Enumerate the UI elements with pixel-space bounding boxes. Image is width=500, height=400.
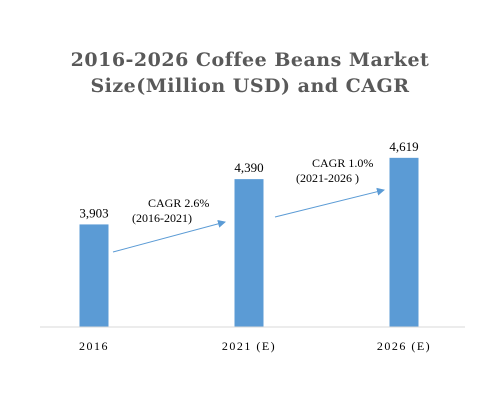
cagr-arrow-2021-2026	[274, 187, 385, 218]
chart-title-line-1: 2016-2026 Coffee Beans Market	[70, 49, 430, 71]
bar-0	[79, 224, 109, 327]
x-tick-label-2: 2026 (E)	[377, 339, 431, 353]
cagr-annotation-1-label: CAGR 2.6%	[148, 196, 209, 210]
cagr-annotation-2-period: (2021-2026 )	[296, 171, 359, 185]
bar-value-label-0: 3,903	[79, 205, 108, 220]
bar-value-label-1: 4,390	[234, 160, 263, 175]
bar-2	[389, 157, 419, 327]
cagr-annotation-1-period: (2016-2021)	[132, 211, 192, 225]
bar-value-label-2: 4,619	[389, 139, 418, 154]
x-tick-label-0: 2016	[79, 339, 109, 353]
cagr-annotation-2-label: CAGR 1.0%	[312, 156, 373, 170]
bar-1	[234, 179, 264, 327]
chart-title-line-2: Size(Million USD) and CAGR	[90, 75, 410, 97]
x-tick-label-1: 2021 (E)	[222, 339, 276, 353]
cagr-arrow-2016-2021	[112, 219, 226, 253]
